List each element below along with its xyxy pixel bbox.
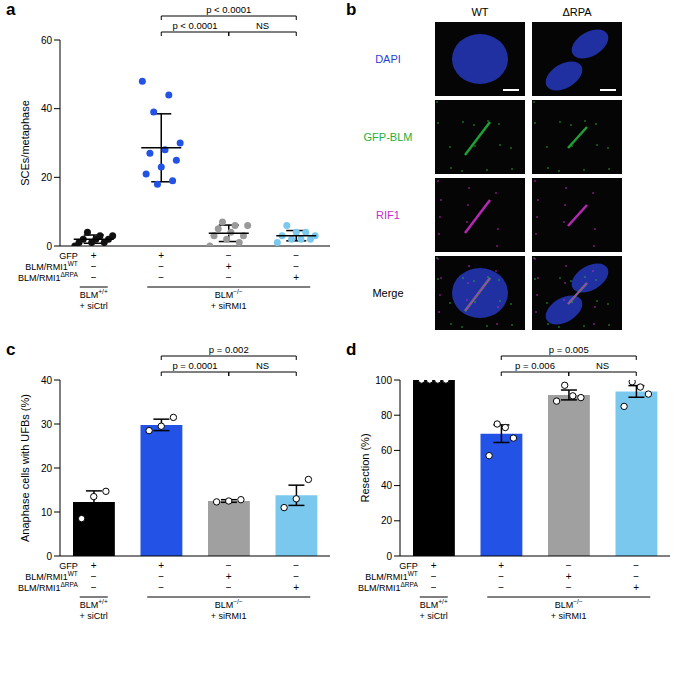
svg-text:BLM−/−: BLM−/−: [215, 288, 243, 300]
svg-text:30: 30: [41, 419, 53, 430]
svg-text:p < 0.0001: p < 0.0001: [206, 4, 251, 15]
svg-text:+ siCtrl: + siCtrl: [80, 611, 108, 621]
svg-text:Resection (%): Resection (%): [359, 433, 371, 502]
svg-text:20: 20: [41, 172, 53, 183]
svg-text:Merge: Merge: [372, 287, 403, 299]
svg-text:−: −: [293, 571, 299, 582]
svg-text:0: 0: [46, 551, 52, 560]
svg-text:−: −: [226, 250, 232, 261]
svg-text:Anaphase cells with UFBs (%): Anaphase cells with UFBs (%): [19, 394, 31, 542]
svg-text:0: 0: [386, 551, 392, 560]
svg-text:+ siRMI1: + siRMI1: [211, 301, 247, 311]
svg-text:+: +: [91, 560, 97, 571]
svg-text:DAPI: DAPI: [375, 53, 401, 65]
svg-text:+: +: [293, 272, 299, 283]
svg-text:BLM/RMI1WT: BLM/RMI1WT: [365, 570, 418, 582]
svg-text:−: −: [431, 571, 437, 582]
svg-text:+: +: [226, 261, 232, 272]
svg-text:−: −: [226, 272, 232, 283]
svg-text:100: 100: [375, 375, 392, 386]
svg-text:−: −: [293, 250, 299, 261]
svg-text:p < 0.0001: p < 0.0001: [172, 20, 217, 31]
svg-text:−: −: [158, 571, 164, 582]
svg-text:−: −: [226, 582, 232, 593]
svg-text:−: −: [293, 560, 299, 571]
svg-text:b: b: [346, 0, 356, 19]
svg-text:−: −: [498, 582, 504, 593]
svg-text:20: 20: [41, 463, 53, 474]
svg-text:c: c: [8, 340, 15, 359]
svg-text:80: 80: [381, 410, 393, 421]
svg-text:40: 40: [41, 103, 53, 114]
svg-text:10: 10: [41, 507, 53, 518]
svg-text:−: −: [566, 560, 572, 571]
svg-text:p = 0.005: p = 0.005: [549, 344, 589, 355]
svg-text:BLM/RMI1ΔRPA: BLM/RMI1ΔRPA: [18, 581, 78, 593]
svg-text:0: 0: [46, 241, 52, 250]
svg-text:BLM/RMI1ΔRPA: BLM/RMI1ΔRPA: [18, 271, 78, 283]
svg-text:−: −: [91, 261, 97, 272]
svg-text:BLM/RMI1ΔRPA: BLM/RMI1ΔRPA: [358, 581, 418, 593]
svg-text:+ siRMI1: + siRMI1: [551, 611, 587, 621]
svg-text:−: −: [566, 582, 572, 593]
svg-text:RIF1: RIF1: [376, 209, 400, 221]
svg-text:NS: NS: [256, 20, 269, 31]
svg-text:SCEs/metaphase: SCEs/metaphase: [19, 100, 31, 186]
svg-text:+: +: [633, 582, 639, 593]
svg-text:+ siCtrl: + siCtrl: [80, 301, 108, 311]
svg-text:+: +: [498, 560, 504, 571]
svg-text:BLM+/+: BLM+/+: [80, 288, 108, 300]
svg-text:ΔRPA: ΔRPA: [562, 6, 592, 18]
svg-text:WT: WT: [471, 6, 488, 18]
svg-text:+: +: [226, 571, 232, 582]
svg-text:−: −: [226, 560, 232, 571]
svg-text:40: 40: [381, 480, 393, 491]
svg-text:60: 60: [381, 445, 393, 456]
svg-text:BLM+/+: BLM+/+: [420, 598, 448, 610]
svg-text:−: −: [91, 272, 97, 283]
svg-text:−: −: [91, 571, 97, 582]
svg-text:+: +: [158, 560, 164, 571]
svg-text:−: −: [158, 582, 164, 593]
svg-text:+: +: [566, 571, 572, 582]
svg-text:+ siCtrl: + siCtrl: [420, 611, 448, 621]
svg-text:20: 20: [381, 515, 393, 526]
svg-text:p = 0.0001: p = 0.0001: [172, 360, 217, 371]
svg-text:+: +: [158, 250, 164, 261]
svg-text:−: −: [158, 272, 164, 283]
svg-text:BLM+/+: BLM+/+: [80, 598, 108, 610]
svg-text:GFP: GFP: [59, 251, 78, 261]
svg-text:+: +: [91, 250, 97, 261]
svg-text:−: −: [633, 571, 639, 582]
svg-text:BLM/RMI1WT: BLM/RMI1WT: [25, 260, 78, 272]
svg-text:BLM/RMI1WT: BLM/RMI1WT: [25, 570, 78, 582]
svg-text:GFP: GFP: [59, 561, 78, 571]
svg-text:−: −: [431, 582, 437, 593]
svg-text:a: a: [8, 0, 16, 19]
svg-text:40: 40: [41, 375, 53, 386]
svg-text:−: −: [633, 560, 639, 571]
svg-text:+: +: [293, 582, 299, 593]
svg-text:60: 60: [41, 35, 53, 46]
svg-text:BLM−/−: BLM−/−: [555, 598, 583, 610]
svg-text:+: +: [431, 560, 437, 571]
svg-text:NS: NS: [256, 360, 269, 371]
svg-text:GFP-BLM: GFP-BLM: [364, 131, 413, 143]
svg-text:BLM−/−: BLM−/−: [215, 598, 243, 610]
svg-text:p = 0.002: p = 0.002: [209, 344, 249, 355]
svg-text:+ siRMI1: + siRMI1: [211, 611, 247, 621]
svg-text:d: d: [346, 340, 356, 359]
svg-text:−: −: [91, 582, 97, 593]
svg-text:GFP: GFP: [399, 561, 418, 571]
svg-text:−: −: [158, 261, 164, 272]
svg-text:NS: NS: [596, 360, 609, 371]
svg-text:p = 0.006: p = 0.006: [515, 360, 555, 371]
svg-text:−: −: [293, 261, 299, 272]
svg-text:−: −: [498, 571, 504, 582]
